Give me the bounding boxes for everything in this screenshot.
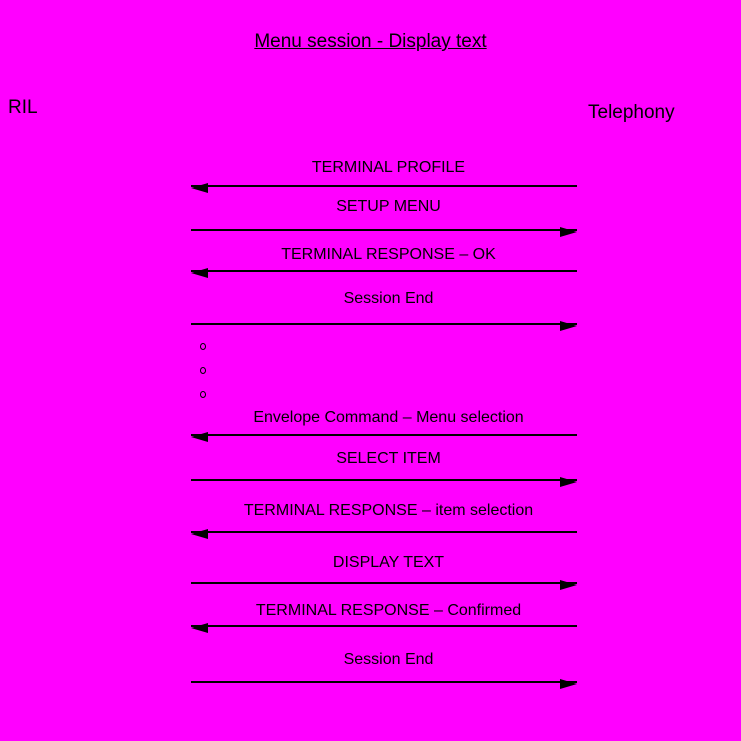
arrowhead-icon bbox=[560, 580, 577, 590]
actor-telephony: Telephony bbox=[588, 102, 675, 123]
continuation-dot bbox=[200, 391, 206, 398]
message-label: Envelope Command – Menu selection bbox=[253, 409, 524, 426]
message-label: SETUP MENU bbox=[336, 198, 441, 215]
message-arrow bbox=[191, 183, 577, 193]
message-arrow bbox=[191, 321, 577, 331]
message-arrow bbox=[191, 477, 577, 487]
message-label: TERMINAL PROFILE bbox=[311, 159, 466, 176]
arrowhead-icon bbox=[191, 183, 208, 193]
continuation-dot bbox=[200, 367, 206, 374]
arrowhead-icon bbox=[191, 268, 208, 278]
message-label: Session End bbox=[343, 651, 434, 668]
message-arrow bbox=[191, 529, 577, 539]
arrowhead-icon bbox=[191, 623, 208, 633]
message-arrow bbox=[191, 623, 577, 633]
arrowhead-icon bbox=[560, 227, 577, 237]
message-arrow bbox=[191, 580, 577, 590]
message-arrow bbox=[191, 679, 577, 689]
actor-ril: RIL bbox=[8, 97, 38, 118]
message-arrow bbox=[191, 268, 577, 278]
message-label: TERMINAL RESPONSE – item selection bbox=[243, 502, 534, 519]
message-label: DISPLAY TEXT bbox=[332, 554, 445, 571]
arrowhead-icon bbox=[560, 679, 577, 689]
arrowhead-icon bbox=[191, 432, 208, 442]
message-label: SELECT ITEM bbox=[336, 450, 441, 467]
message-arrow bbox=[191, 227, 577, 237]
message-label: TERMINAL RESPONSE – OK bbox=[281, 246, 496, 263]
continuation-dot bbox=[200, 343, 206, 350]
arrowhead-icon bbox=[191, 529, 208, 539]
diagram-title: Menu session - Display text bbox=[254, 31, 487, 52]
message-label: TERMINAL RESPONSE – Confirmed bbox=[255, 602, 522, 619]
arrowhead-icon bbox=[560, 321, 577, 331]
arrowhead-icon bbox=[560, 477, 577, 487]
message-arrow bbox=[191, 432, 577, 442]
message-label: Session End bbox=[343, 290, 434, 307]
